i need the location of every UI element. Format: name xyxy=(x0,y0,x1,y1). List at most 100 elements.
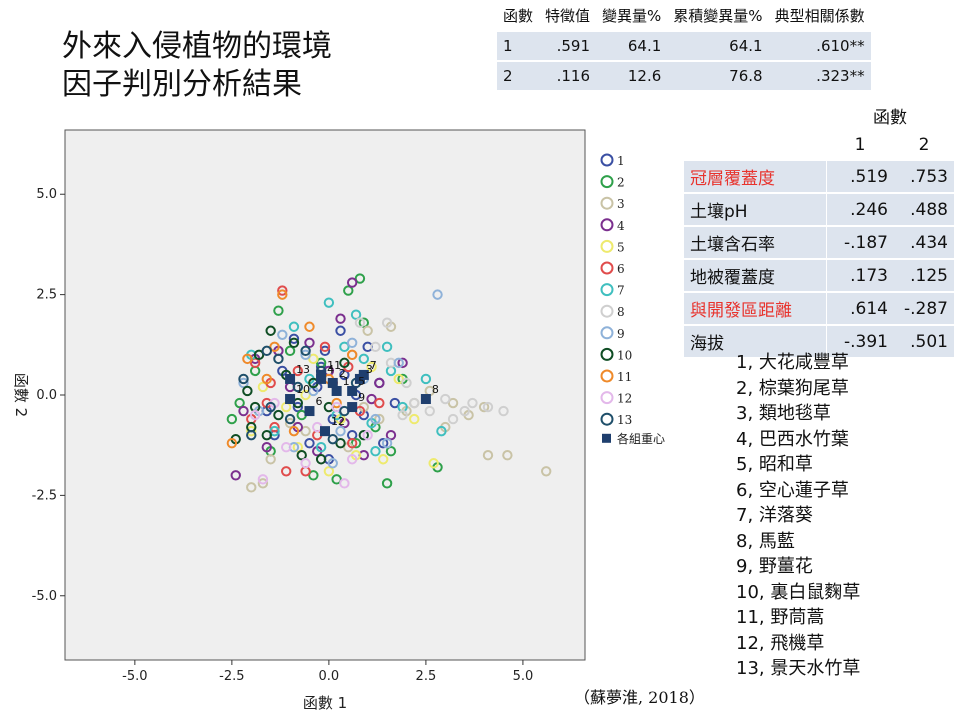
data-point-group-3 xyxy=(362,325,373,336)
data-point-group-10 xyxy=(296,450,307,461)
citation: （蘇夢淮, 2018） xyxy=(574,688,705,707)
legend-label: 13 xyxy=(617,413,632,427)
data-point-group-6 xyxy=(346,437,358,449)
data-point-group-2 xyxy=(331,474,342,485)
data-point-group-5 xyxy=(300,389,311,401)
data-point-group-3 xyxy=(447,397,459,409)
coef-value-1: .173 xyxy=(825,258,894,292)
data-point-group-10 xyxy=(253,349,265,361)
page-title: 外來入侵植物的環境 因子判別分析結果 xyxy=(62,28,332,104)
data-point-group-12 xyxy=(300,458,311,469)
legend-label: 3 xyxy=(617,197,625,211)
data-point-group-4 xyxy=(335,313,346,324)
data-point-group-5 xyxy=(246,425,257,437)
species-item: 12, 飛機草 xyxy=(736,632,825,654)
species-item: 3, 類地毯草 xyxy=(736,403,831,424)
coef-value-2: .125 xyxy=(894,258,954,292)
data-point-group-13 xyxy=(246,429,257,441)
coef-row-label: 冠層覆蓋度 xyxy=(684,159,826,193)
data-point-group-3 xyxy=(265,454,276,465)
data-point-group-3 xyxy=(300,425,311,437)
centroid-marker-group-13 xyxy=(285,373,296,384)
eig-cell: 64.1 xyxy=(667,30,769,61)
data-point-group-1 xyxy=(292,401,304,413)
data-point-group-1 xyxy=(378,437,389,449)
species-item: 1, 大花咸豐草 xyxy=(736,352,849,373)
data-point-group-5 xyxy=(366,361,377,373)
data-point-group-12 xyxy=(331,401,342,413)
data-point-group-8 xyxy=(482,401,494,413)
coefficient-table: 函數 1 2 冠層覆蓋度 .519.753 土壤pH .246.488 土壤含石率 -.1… xyxy=(684,100,954,357)
data-point-group-11 xyxy=(242,353,253,365)
y-tick-label: 0.0 xyxy=(36,388,57,403)
data-point-group-13 xyxy=(238,373,249,385)
coef-row-label: 海拔 xyxy=(684,324,826,357)
legend-label: 7 xyxy=(617,284,625,298)
eig-cell: .116 xyxy=(539,60,597,90)
data-point-group-13 xyxy=(265,401,276,413)
data-point-group-7 xyxy=(315,441,327,453)
coef-row-label: 與開發區距離 xyxy=(684,291,826,325)
centroid-marker-group-5 xyxy=(347,385,358,396)
data-point-group-9 xyxy=(346,337,358,349)
data-point-group-12 xyxy=(257,474,269,485)
data-point-group-2 xyxy=(273,305,284,316)
data-point-group-8 xyxy=(447,413,459,425)
data-point-group-5 xyxy=(409,413,420,425)
data-point-group-11 xyxy=(304,321,315,332)
table-row: 冠層覆蓋度 .519.753 xyxy=(684,159,954,193)
centroid-marker-group-7 xyxy=(358,369,369,380)
coef-subheader-row: 1 2 xyxy=(684,131,954,160)
eigenvalue-header-row: 函數 特徵值 變異量% 累積變異量% 典型相關係數 xyxy=(497,0,871,31)
eig-cell: .610** xyxy=(768,30,871,61)
species-item: 2, 棕葉狗尾草 xyxy=(736,377,849,399)
centroid-label: 12 xyxy=(331,415,345,428)
legend-marker-group-12 xyxy=(600,391,614,405)
data-point-group-6 xyxy=(249,357,261,369)
data-point-group-5 xyxy=(378,454,389,465)
data-point-group-8 xyxy=(467,397,478,409)
data-point-group-8 xyxy=(354,317,366,328)
data-point-group-13 xyxy=(284,413,296,425)
data-point-group-7 xyxy=(323,297,335,308)
legend-label: 12 xyxy=(617,392,632,406)
species-item: 10, 裏白鼠麴草 xyxy=(736,581,861,603)
data-point-group-8 xyxy=(409,397,420,409)
data-point-group-11 xyxy=(226,437,238,449)
data-point-group-7 xyxy=(288,321,300,332)
species-item: 11, 野茼蒿 xyxy=(736,607,825,628)
data-point-group-10 xyxy=(288,337,300,349)
legend-label: 10 xyxy=(617,348,632,362)
centroid-label: 5 xyxy=(358,375,365,388)
centroid-marker-group-1 xyxy=(331,385,342,396)
data-point-group-5 xyxy=(323,466,335,477)
eigenvalue-table: 函數 特徵值 變異量% 累積變異量% 典型相關係數 1 .591 64.1 64… xyxy=(497,0,871,90)
plot-area xyxy=(64,129,586,661)
table-row: 海拔 -.391.501 xyxy=(684,324,954,357)
coef-header-row: 函數 xyxy=(684,100,954,160)
data-point-group-1 xyxy=(335,325,346,336)
centroid-label: 7 xyxy=(370,359,377,372)
eig-cell: 2 xyxy=(497,60,540,90)
centroid-label: 4 xyxy=(327,363,334,376)
eig-cell: .591 xyxy=(539,30,597,61)
data-point-group-10 xyxy=(242,385,253,397)
coef-header-col-2: 2 xyxy=(894,131,954,160)
data-point-group-4 xyxy=(366,393,377,405)
data-point-group-2 xyxy=(385,446,397,457)
table-row: 1 .591 64.1 64.1 .610** xyxy=(497,30,871,61)
data-point-group-4 xyxy=(238,405,249,417)
data-point-group-1 xyxy=(389,397,401,409)
legend-label: 4 xyxy=(617,219,625,233)
data-point-group-1 xyxy=(288,333,300,344)
data-point-group-7 xyxy=(420,373,432,385)
legend-centroid-marker xyxy=(602,433,611,443)
data-point-group-9 xyxy=(277,329,288,340)
coef-value-1: .614 xyxy=(825,291,894,325)
data-point-group-8 xyxy=(381,317,393,328)
eig-header-eigenvalue: 特徵值 xyxy=(539,0,597,31)
data-point-group-3 xyxy=(374,413,385,425)
data-point-group-7 xyxy=(358,353,370,365)
x-tick-label: 5.0 xyxy=(513,669,534,684)
discriminant-scatter-chart: -5.0 -2.5 0.0 2.5 5.0 5.0 2.5 0.0 -2.5 -5.0 函數 1 函數… xyxy=(12,129,665,712)
